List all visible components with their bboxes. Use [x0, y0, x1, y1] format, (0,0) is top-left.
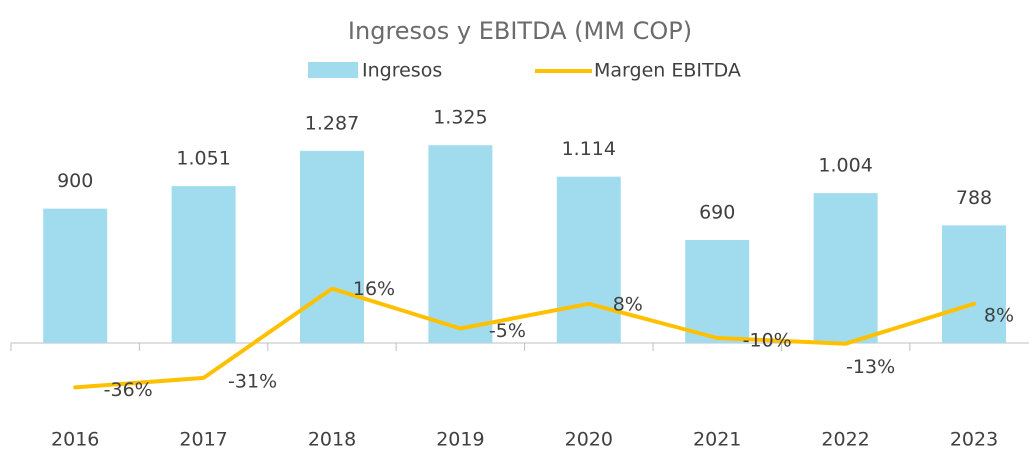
bar — [300, 150, 364, 343]
bar — [171, 186, 236, 343]
bar — [685, 239, 750, 343]
line-value-label: -36% — [104, 379, 153, 401]
x-tick-label: 2022 — [821, 429, 869, 451]
legend-label: Ingresos — [362, 60, 442, 82]
bar-value-label: 690 — [699, 201, 735, 223]
bar-value-label: 788 — [956, 187, 992, 209]
legend-swatch-bar — [308, 62, 358, 78]
line-value-label: 8% — [613, 293, 643, 315]
bar-value-label: 1.114 — [562, 138, 616, 160]
bar-value-label: 1.051 — [176, 148, 230, 170]
legend-label: Margen EBITDA — [594, 60, 741, 82]
bar — [43, 208, 108, 343]
line-value-label: -10% — [743, 330, 792, 352]
x-tick-label: 2023 — [950, 429, 998, 451]
x-tick-label: 2019 — [436, 429, 484, 451]
line-value-label: -31% — [228, 370, 277, 392]
bar — [813, 193, 878, 343]
line-value-label: -13% — [846, 356, 895, 378]
line-value-label: 16% — [353, 278, 395, 300]
bar — [942, 225, 1006, 343]
bar-value-label: 1.325 — [433, 107, 487, 129]
line-value-label: 8% — [984, 304, 1014, 326]
x-tick-label: 2020 — [565, 429, 613, 451]
chart-title: Ingresos y EBITDA (MM COP) — [348, 17, 692, 45]
line-value-label: -5% — [489, 320, 526, 342]
bar-value-label: 1.287 — [305, 112, 359, 134]
x-tick-label: 2021 — [693, 429, 741, 451]
line — [73, 286, 976, 390]
bar-value-label: 900 — [57, 170, 93, 192]
x-tick-label: 2017 — [179, 429, 227, 451]
bar — [428, 145, 493, 343]
bar — [556, 176, 621, 343]
x-tick-label: 2018 — [308, 429, 356, 451]
bar-value-label: 1.004 — [818, 155, 872, 177]
x-tick-label: 2016 — [51, 429, 99, 451]
